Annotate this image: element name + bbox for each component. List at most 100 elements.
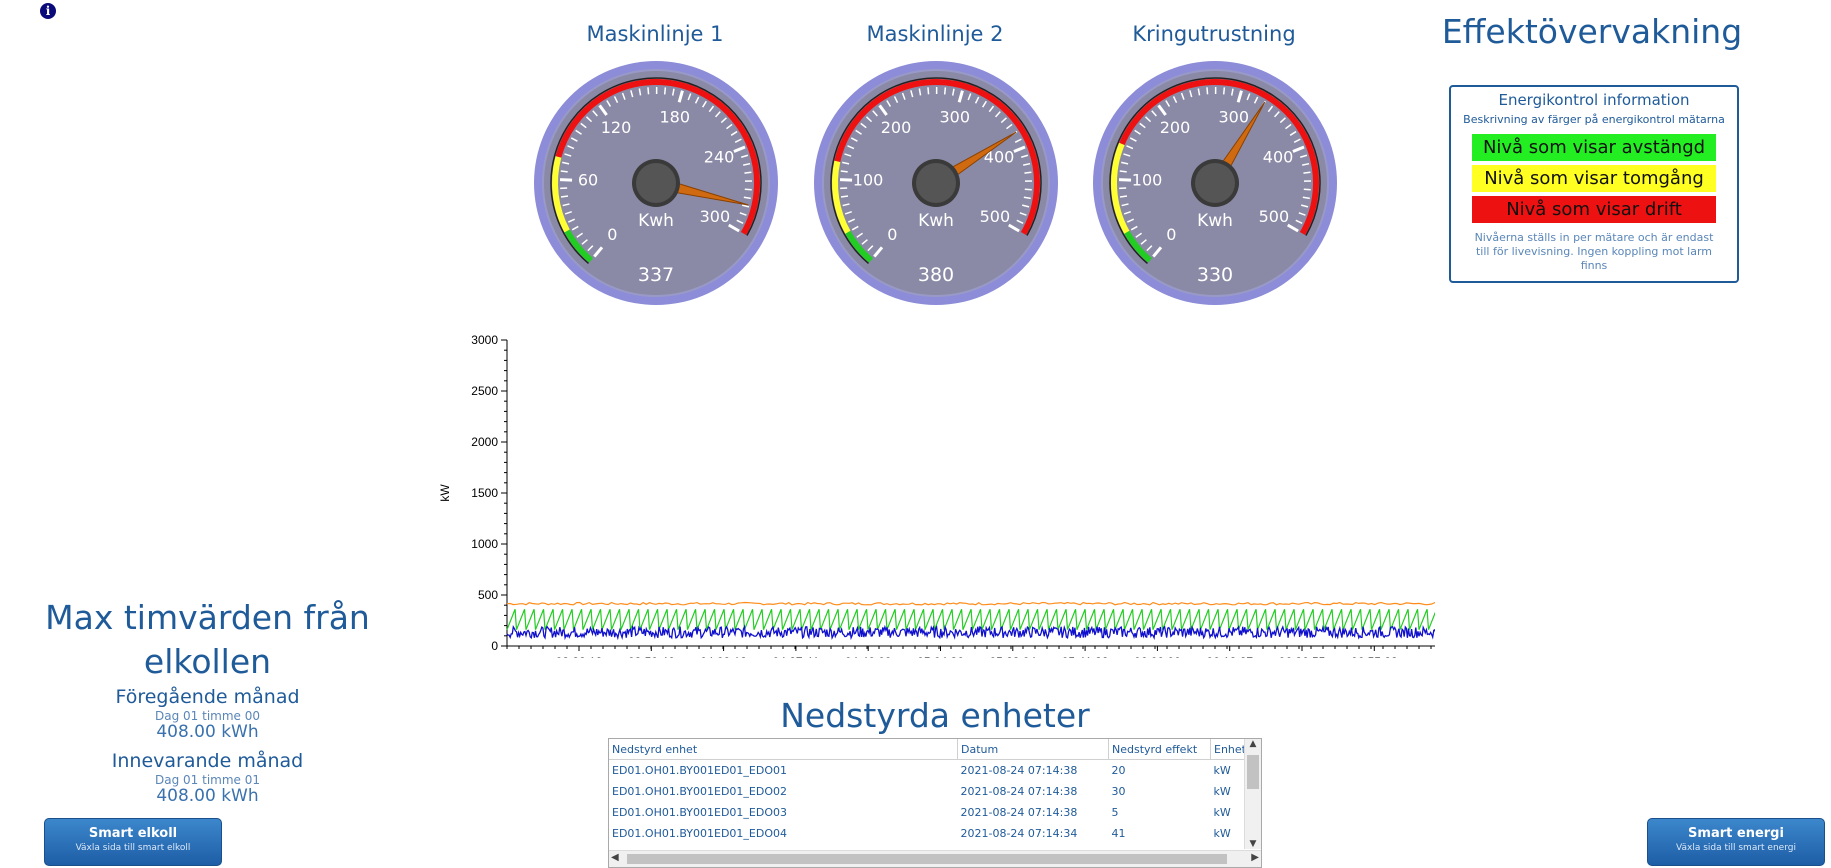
chart-series-line-3 (506, 624, 1458, 641)
gauge-tick (1129, 137, 1137, 142)
y-tick-label: 1500 (471, 486, 498, 500)
horizontal-scroll-thumb[interactable] (627, 854, 1227, 864)
horizontal-scrollbar[interactable]: ◀ ▶ (609, 850, 1261, 867)
table-row[interactable]: ED01.OH01.BY001ED01_EDO04 2021-08-24 07:… (609, 823, 1249, 844)
gauge-tick (587, 245, 594, 252)
info-box-title: Energikontrol information (1498, 91, 1690, 109)
gauge-tick (1299, 154, 1308, 158)
gauge-value-label: 337 (638, 264, 674, 286)
gauge-tick (850, 137, 858, 142)
x-tick-label: 04:09:13 (700, 655, 747, 658)
x-tick-label: 03:32:18 (556, 655, 603, 658)
gauge-tick-label: 500 (1259, 207, 1290, 226)
gauge-tick (1000, 117, 1007, 124)
scroll-up-icon[interactable]: ▲ (1249, 739, 1257, 749)
table-row[interactable]: ED01.OH01.BY001ED01_EDO03 2021-08-24 07:… (609, 802, 1249, 823)
gauge-tick (851, 225, 859, 231)
scroll-left-icon[interactable]: ◀ (611, 852, 619, 863)
gauge-tick (957, 90, 964, 103)
cell-unit-type: kW (1213, 827, 1231, 840)
table-row[interactable]: ED01.OH01.BY001ED01_EDO02 2021-08-24 07:… (609, 781, 1249, 802)
gauge-tick (560, 170, 568, 173)
gauge-tick (844, 210, 852, 215)
gauge-tick (988, 105, 995, 113)
gauge-tick-label: 0 (887, 225, 897, 244)
smart-energi-label: Smart energi (1688, 826, 1784, 841)
gauge-2-title: Maskinlinje 2 (866, 22, 1004, 46)
gauge-tick (647, 87, 650, 95)
smart-energi-button[interactable]: Smart energi Växla sida till smart energ… (1647, 818, 1825, 866)
gauge-tick (592, 110, 598, 117)
gauge-tick (570, 137, 578, 142)
gauge-tick (1119, 195, 1128, 198)
x-tick-label: 05:23:04 (989, 655, 1036, 658)
gauge-tick (1267, 105, 1274, 113)
gauge-tick (598, 104, 608, 116)
gauge-red-zone (555, 79, 760, 235)
gauge-tick-label: 60 (578, 171, 598, 190)
col-header-power[interactable]: Nedstyrd effekt (1108, 739, 1211, 760)
gauge-tick (1285, 123, 1292, 130)
level-running-label: Nivå som visar drift (1472, 196, 1716, 223)
gauge-tick (1007, 223, 1020, 233)
gauge-tick (840, 170, 848, 173)
previous-month-value: 408.00 kWh (156, 722, 259, 742)
gauge-maskinlinje-1: 0 60 120 180 240 300 Kwh 337 (533, 60, 779, 306)
gauge-tick (1151, 110, 1157, 117)
info-icon[interactable]: i (40, 3, 56, 19)
gauge-tick (1121, 161, 1129, 165)
gauge-tick (1293, 138, 1301, 143)
smart-elkoll-button[interactable]: Smart elkoll Växla sida till smart elkol… (44, 818, 222, 866)
col-header-date[interactable]: Datum (957, 739, 1109, 760)
gauge-tick (621, 92, 626, 100)
gauge-tick (562, 203, 570, 207)
gauge-tick-label: 300 (700, 207, 731, 226)
gauge-tick-label: 500 (980, 207, 1011, 226)
gauge-green-zone (564, 229, 594, 263)
gauge-1-title: Maskinlinje 1 (586, 22, 724, 46)
gauge-yellow-zone (832, 160, 851, 234)
gauge-tick (576, 232, 583, 238)
gauge-tick (1246, 93, 1251, 101)
max-values-title: Max timvärden från elkollen (45, 598, 370, 681)
cell-power: 20 (1111, 764, 1126, 777)
gauge-red-zone (1119, 79, 1319, 235)
info-box-subtitle: Beskrivning av färger på energikontrol m… (1463, 113, 1725, 126)
gauge-3-title: Kringutrustning (1132, 22, 1296, 46)
gauge-tick (967, 93, 972, 101)
gauge-tick (1180, 92, 1185, 100)
col-header-unit[interactable]: Nedstyrd enhet (609, 739, 958, 760)
gauge-tick (630, 90, 634, 98)
gauge-tick (927, 87, 930, 95)
gauge-tick (1022, 204, 1030, 208)
gauge-tick (1135, 232, 1142, 238)
gauge-tick (1126, 218, 1134, 223)
x-tick-label: 06:18:27 (1206, 655, 1253, 658)
vertical-scroll-thumb[interactable] (1247, 755, 1259, 789)
cell-date: 2021-08-24 07:14:38 (960, 806, 1078, 819)
current-month-sub: Dag 01 timme 01 (155, 773, 260, 787)
vertical-scrollbar[interactable]: ▲ ▼ (1244, 739, 1261, 849)
gauge-tick (581, 239, 588, 245)
power-trend-chart: 0 500 1000 1500 2000 2500 3000 kW 03:32:18 03:50:… (435, 318, 1458, 669)
gauge-tick (1157, 104, 1167, 116)
scroll-down-icon[interactable]: ▼ (1249, 839, 1257, 849)
gauge-tick (1126, 145, 1134, 150)
gauge-tick-label: 400 (1263, 148, 1294, 167)
gauge-tick (1273, 111, 1280, 118)
gauge-tick (1144, 116, 1152, 123)
gauge-tick (1024, 171, 1032, 174)
gauge-yellow-zone (1111, 142, 1130, 234)
previous-month-label: Föregående månad (115, 686, 300, 708)
gauge-tick (856, 232, 863, 238)
gauge-green-zone (845, 230, 874, 263)
table-row[interactable]: ED01.OH01.BY001ED01_EDO01 2021-08-24 07:… (609, 760, 1249, 782)
gauge-tick (740, 154, 749, 158)
gauge-tick (847, 145, 855, 150)
gauge-tick (842, 161, 850, 165)
col-header-unit-type[interactable]: Enhet (1210, 739, 1250, 760)
gauge-tick (671, 88, 675, 96)
scroll-right-icon[interactable]: ▶ (1251, 852, 1259, 863)
gauge-tick (974, 96, 980, 104)
gauge-tick (714, 111, 721, 118)
